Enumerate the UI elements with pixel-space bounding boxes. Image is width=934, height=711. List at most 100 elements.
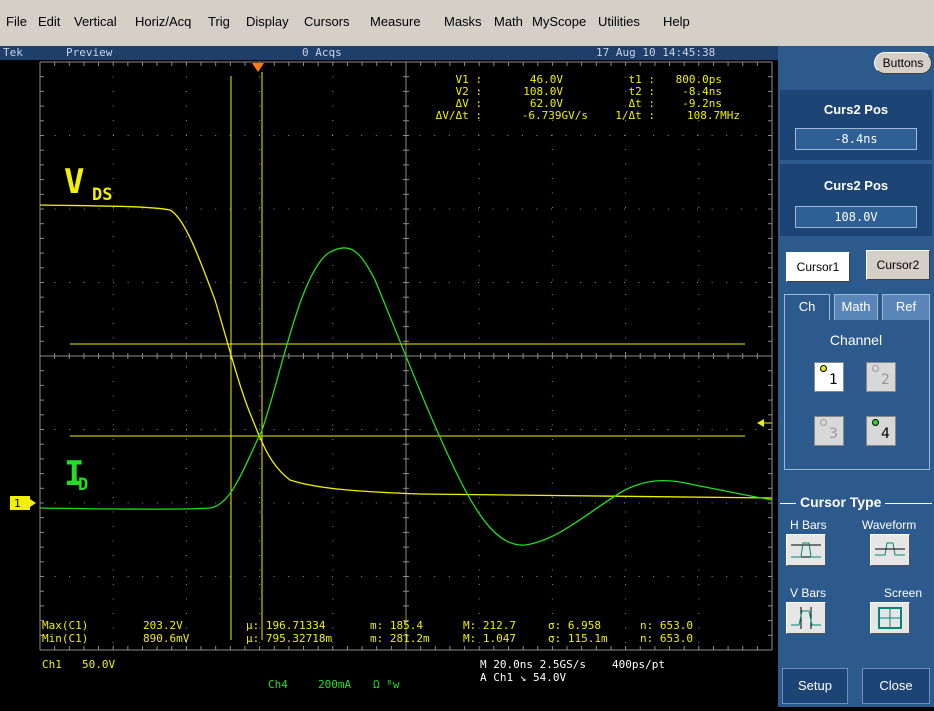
menu-vertical[interactable]: Vertical xyxy=(74,14,117,29)
vds-subscript: DS xyxy=(92,185,112,205)
screen-label: Screen xyxy=(884,586,923,600)
menu-display[interactable]: Display xyxy=(246,14,289,29)
points-readout: 400ps/pt xyxy=(612,658,665,671)
dt-label: Δt : xyxy=(629,97,656,110)
curs2pos-volt-value[interactable]: 108.0V xyxy=(795,206,917,228)
stat-min-max: M: 1.047 xyxy=(463,632,516,645)
stat-min-label: Min(C1) xyxy=(42,632,88,645)
channel-4-button[interactable]: 4 xyxy=(866,416,896,446)
menu-horiz-acq[interactable]: Horiz/Acq xyxy=(135,14,192,29)
channel-1-num: 1 xyxy=(829,372,838,388)
t1-value: 800.0ps xyxy=(676,73,722,86)
menu-bar: File Edit Vertical Horiz/Acq Trig Displa… xyxy=(0,0,934,46)
cursor-level-arrow xyxy=(757,419,764,427)
control-panel: Buttons Curs2 Pos -8.4ns Curs2 Pos 108.0… xyxy=(778,46,934,707)
menu-edit[interactable]: Edit xyxy=(38,14,61,29)
vbars-button[interactable] xyxy=(786,602,826,634)
ch1-label[interactable]: Ch1 xyxy=(42,658,62,671)
tab-ch[interactable]: Ch xyxy=(784,294,830,320)
cursor1-button[interactable]: Cursor1 xyxy=(786,252,850,282)
waveform-cursor-icon xyxy=(875,542,905,556)
id-subscript: D xyxy=(78,475,88,495)
menu-math[interactable]: Math xyxy=(494,14,523,29)
channel-2-num: 2 xyxy=(881,372,890,388)
menu-help[interactable]: Help xyxy=(663,14,690,29)
invdt-value: 108.7MHz xyxy=(687,109,740,122)
status-footer: Ch1 50.0V Ch4 200mA Ω ᴮw M 20.0ns 2.5GS/… xyxy=(42,658,665,691)
cursor-type-title: Cursor Type xyxy=(796,494,886,510)
menu-myscope[interactable]: MyScope xyxy=(532,14,587,29)
channel-2-dot xyxy=(872,365,879,372)
ch1-marker-arrow xyxy=(30,499,36,507)
hbars-icon xyxy=(791,542,821,558)
hbars-button[interactable] xyxy=(786,534,826,566)
tab-math[interactable]: Math xyxy=(834,294,878,320)
ch4-label[interactable]: Ch4 xyxy=(268,678,288,691)
stat-max-min: m: 185.4 xyxy=(370,619,423,632)
ch1-ground-marker[interactable] xyxy=(10,496,30,510)
waveform-display[interactable]: V DS I D 1 V1 : 46.0V V2 : 108.0V ΔV : 6… xyxy=(0,60,778,707)
brand-label: Tek xyxy=(3,46,23,59)
v2-label: V2 : xyxy=(456,85,483,98)
stat-max-value: 203.2V xyxy=(143,619,183,632)
screen-button[interactable] xyxy=(870,602,910,634)
screen-cursor-icon xyxy=(878,607,902,629)
v1-label: V1 : xyxy=(456,73,483,86)
ch1-marker-label: 1 xyxy=(14,497,21,510)
channel-4-num: 4 xyxy=(881,426,890,442)
t2-value: -8.4ns xyxy=(682,85,722,98)
hbars-label: H Bars xyxy=(790,518,827,532)
stat-max-sigma: σ: 6.958 xyxy=(548,619,601,632)
stat-min-value: 890.6mV xyxy=(143,632,190,645)
menu-measure[interactable]: Measure xyxy=(370,14,421,29)
stat-min-mean: μ: 795.32718m xyxy=(246,632,332,645)
channel-3-dot xyxy=(820,419,827,426)
waveform-button[interactable] xyxy=(870,534,910,566)
curs2pos-time-value[interactable]: -8.4ns xyxy=(795,128,917,150)
channel-3-num: 3 xyxy=(829,426,838,442)
vds-annotation: V xyxy=(64,162,84,202)
menu-utilities[interactable]: Utilities xyxy=(598,14,640,29)
vbars-label: V Bars xyxy=(790,586,827,600)
menu-trig[interactable]: Trig xyxy=(208,14,230,29)
close-button[interactable]: Close xyxy=(862,668,930,704)
dvdt-label: ΔV/Δt : xyxy=(436,109,482,122)
curs2pos-volt-box[interactable]: Curs2 Pos 108.0V xyxy=(780,164,932,236)
measurement-stats: Max(C1) 203.2V μ: 196.71334 m: 185.4 M: … xyxy=(42,619,693,645)
status-bar: Tek Preview 0 Acqs 17 Aug 10 14:45:38 xyxy=(0,46,778,60)
channel-3-button[interactable]: 3 xyxy=(814,416,844,446)
vbars-icon xyxy=(791,607,821,629)
channel-1-button[interactable]: 1 xyxy=(814,362,844,392)
datetime-label: 17 Aug 10 14:45:38 xyxy=(596,46,716,59)
channel-tab-body xyxy=(784,320,930,470)
stat-max-max: M: 212.7 xyxy=(463,619,516,632)
channel-4-dot xyxy=(872,419,879,426)
ch1-vds-waveform xyxy=(39,204,773,499)
buttons-button[interactable]: Buttons xyxy=(874,52,932,74)
setup-button[interactable]: Setup xyxy=(782,668,848,704)
menu-cursors[interactable]: Cursors xyxy=(304,14,350,29)
menu-masks[interactable]: Masks xyxy=(444,14,482,29)
stat-min-n: n: 653.0 xyxy=(640,632,693,645)
curs2pos-time-box[interactable]: Curs2 Pos -8.4ns xyxy=(780,90,932,160)
trigger-readout[interactable]: A Ch1 ↘ 54.0V xyxy=(480,671,566,684)
invdt-label: 1/Δt : xyxy=(615,109,655,122)
trigger-position-marker xyxy=(252,63,264,72)
channel-label: Channel xyxy=(829,332,883,348)
dvdt-value: -6.739GV/s xyxy=(522,109,588,122)
tab-ref[interactable]: Ref xyxy=(882,294,930,320)
id-annotation: I xyxy=(64,454,84,494)
cursor-readout: V1 : 46.0V V2 : 108.0V ΔV : 62.0V ΔV/Δt … xyxy=(436,73,740,122)
stat-max-mean: μ: 196.71334 xyxy=(246,619,326,632)
curs2pos-time-title: Curs2 Pos xyxy=(823,102,889,117)
menu-file[interactable]: File xyxy=(6,14,27,29)
ch4-scale[interactable]: 200mA xyxy=(318,678,351,691)
ch1-scale[interactable]: 50.0V xyxy=(82,658,115,671)
t2-label: t2 : xyxy=(629,85,656,98)
timebase-readout[interactable]: M 20.0ns 2.5GS/s xyxy=(480,658,586,671)
curs2pos-volt-title: Curs2 Pos xyxy=(823,178,889,193)
cursor2-button[interactable]: Cursor2 xyxy=(866,250,930,280)
dv-value: 62.0V xyxy=(530,97,563,110)
ch4-id-waveform xyxy=(39,247,773,546)
channel-2-button[interactable]: 2 xyxy=(866,362,896,392)
